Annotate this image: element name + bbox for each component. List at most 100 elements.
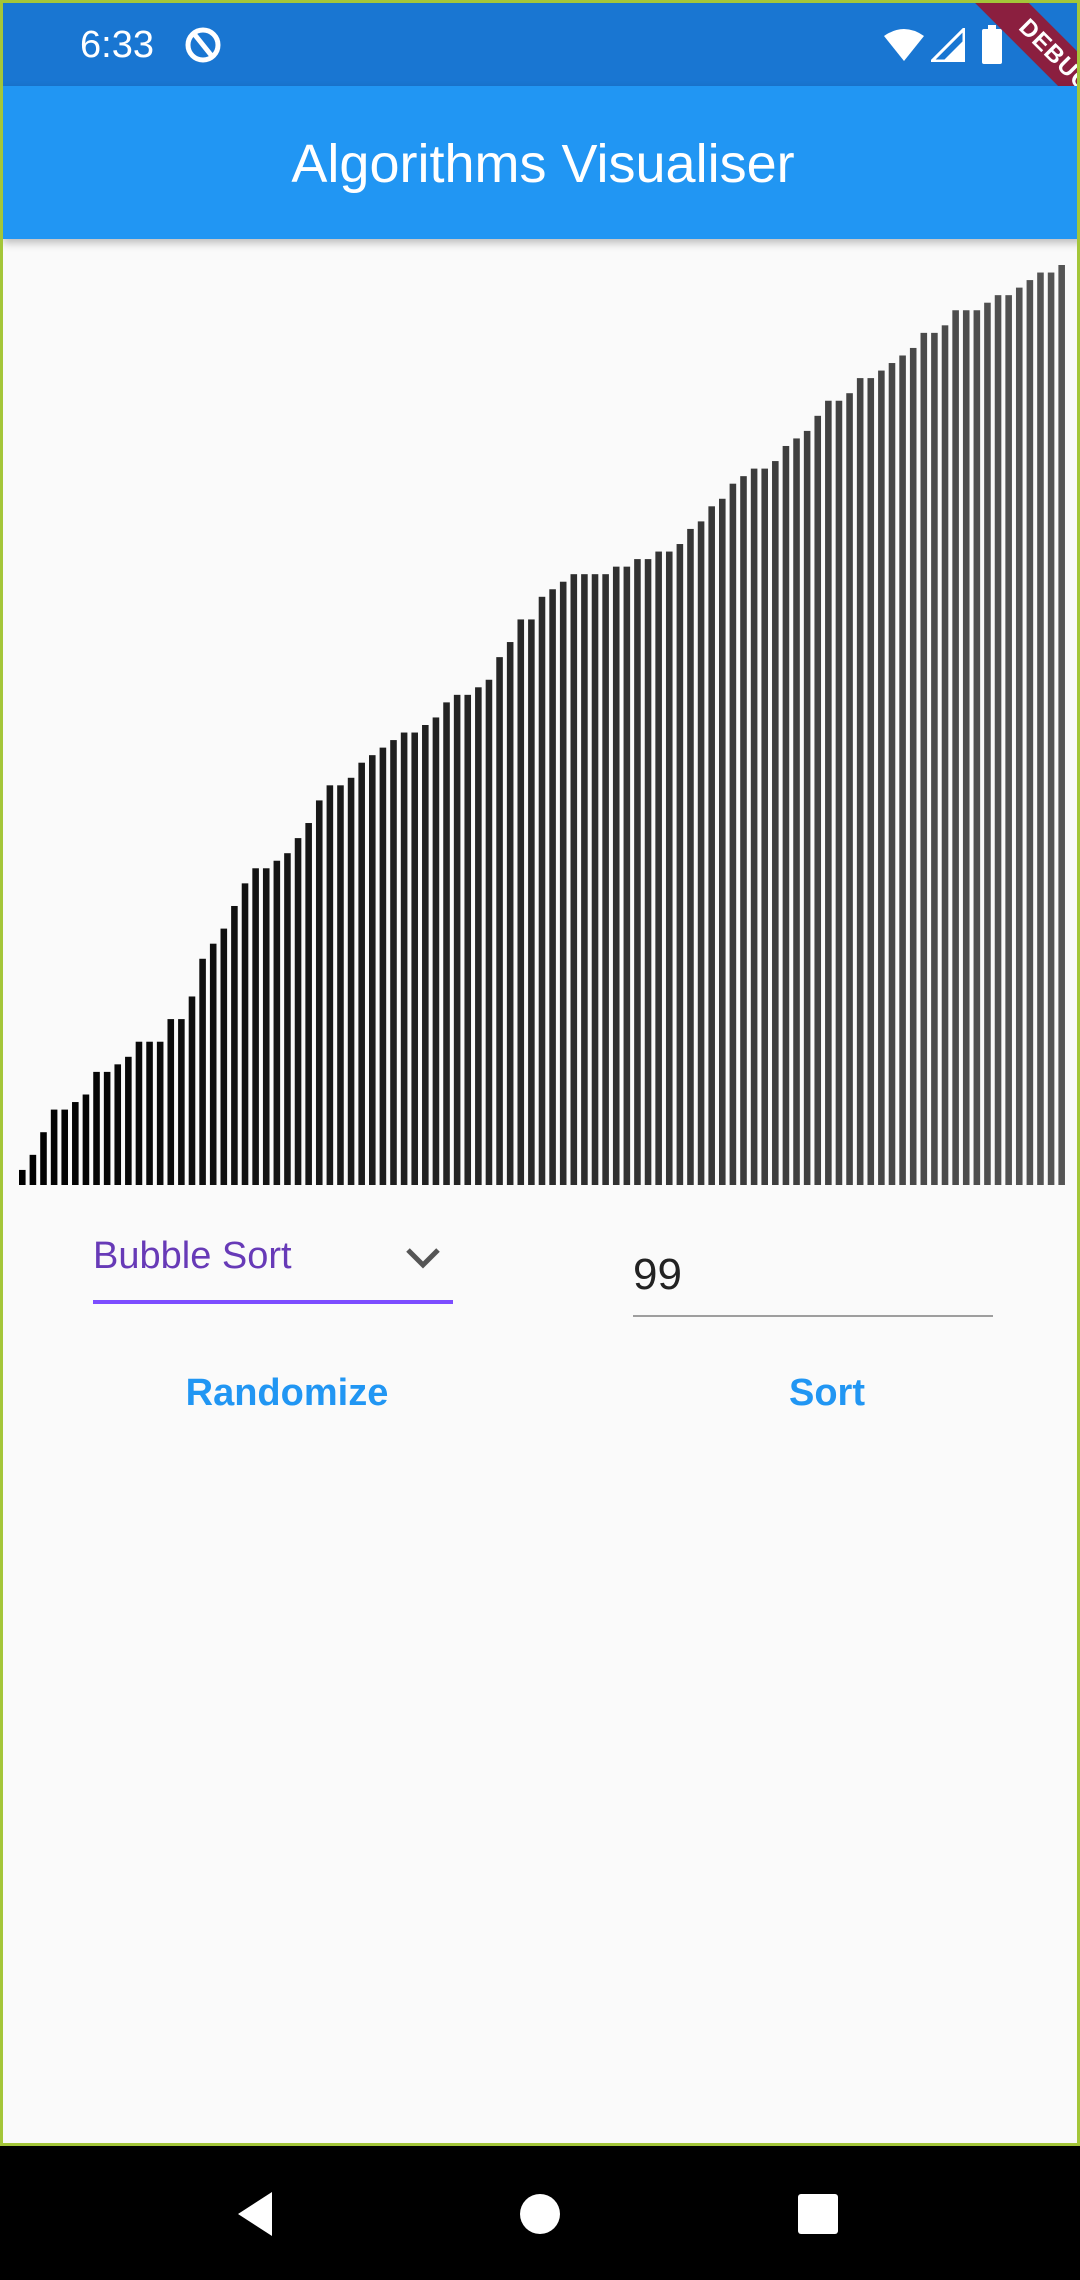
chart-bar (1026, 280, 1034, 1185)
chart-bar (411, 732, 418, 1185)
chart-bar (634, 559, 641, 1185)
home-icon[interactable] (508, 2182, 572, 2246)
array-size-input[interactable] (633, 1249, 993, 1301)
cell-signal-icon (931, 28, 965, 62)
array-size-field[interactable] (633, 1239, 993, 1317)
randomize-button[interactable]: Randomize (167, 1363, 407, 1423)
chart-bar (835, 400, 843, 1185)
bar-chart (19, 265, 1065, 1185)
chart-bar (72, 1102, 79, 1185)
chart-bar (496, 657, 503, 1185)
chart-bar (941, 325, 949, 1185)
back-icon[interactable] (226, 2182, 290, 2246)
chart-bar (284, 853, 291, 1185)
chart-bar (602, 574, 609, 1185)
chart-bar (209, 943, 217, 1185)
chart-bar (909, 347, 917, 1185)
chart-bar (517, 619, 525, 1185)
recents-icon[interactable] (786, 2182, 850, 2246)
chart-bar (464, 694, 472, 1185)
sort-button[interactable]: Sort (747, 1363, 907, 1423)
chart-bar (665, 551, 673, 1185)
chart-bar (40, 1132, 47, 1185)
app-frame: 6:33 DEBUG Algorithms Visualiser Bubble … (0, 0, 1080, 2146)
chart-bar (825, 400, 832, 1185)
chart-bar (528, 619, 535, 1185)
app-notification-icon (185, 27, 221, 63)
chart-bar (231, 905, 238, 1185)
chart-bar (390, 740, 397, 1185)
navigation-bar (0, 2146, 1080, 2280)
chart-bar (347, 777, 355, 1185)
chart-bar (506, 642, 514, 1185)
chart-bar (899, 355, 906, 1185)
chart-bar (708, 506, 715, 1185)
chart-bar (369, 755, 376, 1185)
chart-bar (294, 838, 302, 1185)
chart-bar (50, 1109, 58, 1185)
chevron-down-icon (406, 1248, 440, 1269)
chart-bar (782, 445, 790, 1185)
chart-bar (740, 476, 747, 1185)
chart-bar (167, 1019, 175, 1185)
chart-bar (687, 528, 694, 1185)
chart-bar (559, 581, 567, 1185)
chart-bar (750, 468, 758, 1185)
chart-bar (793, 438, 800, 1185)
chart-bar (581, 574, 588, 1185)
chart-bar (199, 958, 206, 1185)
chart-bar (655, 551, 662, 1185)
chart-bar (612, 566, 620, 1185)
chart-bar (867, 378, 875, 1185)
chart-bar (432, 717, 440, 1185)
chart-bar (538, 596, 546, 1185)
chart-bar (178, 1019, 185, 1185)
chart-bar (485, 679, 493, 1185)
chart-bar (803, 430, 811, 1185)
chart-bar (93, 1071, 100, 1185)
chart-bar (443, 702, 450, 1185)
chart-bar (1005, 295, 1012, 1185)
chart-bar (761, 468, 768, 1185)
chart-bar (422, 725, 429, 1185)
chart-bar (252, 868, 259, 1185)
chart-bar (326, 785, 334, 1185)
chart-bar (103, 1071, 111, 1185)
chart-bar (114, 1064, 122, 1185)
chart-bar (146, 1041, 153, 1185)
chart-bar (878, 370, 885, 1185)
app-bar: Algorithms Visualiser (3, 86, 1077, 239)
chart-bar (1037, 272, 1044, 1185)
chart-bar (994, 295, 1002, 1185)
chart-bar (400, 732, 408, 1185)
chart-bar (156, 1041, 164, 1185)
algorithm-dropdown[interactable]: Bubble Sort (93, 1228, 453, 1304)
chart-bar (676, 544, 684, 1185)
chart-bar (920, 332, 928, 1185)
chart-bar (337, 785, 344, 1185)
chart-bar (814, 415, 822, 1185)
chart-bar (262, 868, 270, 1185)
chart-bar (772, 461, 779, 1185)
status-bar: 6:33 DEBUG (3, 3, 1077, 155)
chart-bar (888, 363, 896, 1185)
chart-bar (644, 559, 652, 1185)
chart-bar (1047, 272, 1055, 1185)
chart-bar (135, 1041, 143, 1185)
chart-bar (856, 378, 864, 1185)
chart-bar (358, 762, 365, 1185)
chart-bar (273, 860, 281, 1185)
chart-bar (1015, 287, 1023, 1185)
chart-bar (315, 800, 323, 1185)
chart-bar (962, 310, 970, 1185)
chart-bar (591, 574, 599, 1185)
status-clock: 6:33 (80, 24, 154, 66)
algorithm-selected-value: Bubble Sort (93, 1235, 292, 1277)
chart-bar (241, 883, 249, 1185)
chart-bar (973, 310, 981, 1185)
chart-bar (952, 310, 959, 1185)
chart-bar (29, 1154, 37, 1185)
chart-bar (1058, 265, 1065, 1185)
chart-bar (61, 1109, 68, 1185)
chart-bar (984, 302, 991, 1185)
